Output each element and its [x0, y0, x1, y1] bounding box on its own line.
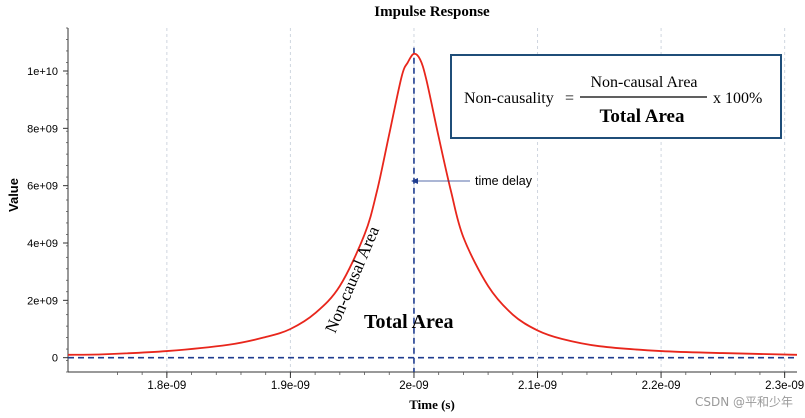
x-tick-label: 2e-09 — [399, 380, 428, 392]
csdn-watermark: CSDN @平和少年 — [695, 395, 793, 409]
y-tick-label: 2e+09 — [27, 295, 58, 307]
formula-lhs: Non-causality — [464, 90, 554, 107]
x-tick-label: 2.3e-09 — [765, 380, 804, 392]
y-ticks: 0 2e+09 4e+09 6e+09 8e+09 1e+10 — [27, 66, 68, 365]
time-delay-arrowhead — [411, 178, 418, 184]
formula-equals: = — [565, 90, 574, 107]
x-tick-label: 1.8e-09 — [147, 380, 186, 392]
y-tick-label: 6e+09 — [27, 181, 58, 193]
x-tick-label: 2.1e-09 — [518, 380, 557, 392]
x-tick-label: 1.9e-09 — [271, 380, 310, 392]
y-tick-label: 8e+09 — [27, 123, 58, 135]
formula-denominator: Total Area — [600, 106, 685, 127]
y-tick-label: 0 — [52, 353, 58, 365]
y-tick-label: 4e+09 — [27, 238, 58, 250]
x-tick-label: 2.2e-09 — [642, 380, 681, 392]
y-tick-label: 1e+10 — [27, 66, 58, 78]
impulse-response-curve — [67, 52, 798, 356]
total-area-label: Total Area — [364, 311, 453, 333]
time-delay-label: time delay — [475, 174, 533, 188]
x-ticks: 1.8e-09 1.9e-09 2e-09 2.1e-09 2.2e-09 2.3e-09 — [147, 372, 804, 392]
chart-title: Impulse Response — [374, 4, 490, 20]
formula-numerator: Non-causal Area — [590, 74, 697, 91]
x-axis-title: Time (s) — [409, 397, 455, 412]
non-causality-formula: Non-causality = Non-causal Area Total Ar… — [450, 54, 782, 139]
y-axis-title: Value — [6, 178, 21, 212]
formula-multiplier: x 100% — [713, 90, 762, 107]
